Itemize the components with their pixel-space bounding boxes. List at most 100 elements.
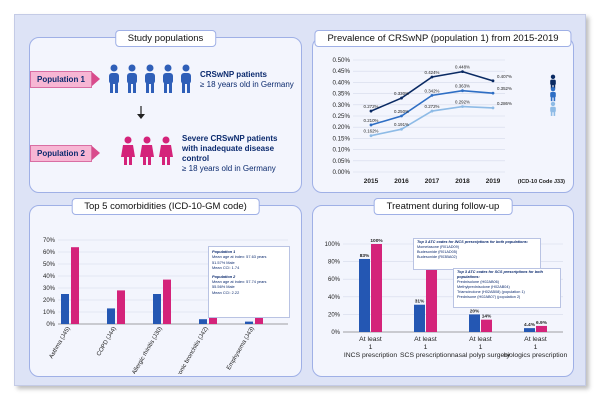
- data-label: 0.250%: [394, 109, 409, 114]
- person-icon: [550, 101, 556, 107]
- y-tick-label: 0%: [46, 322, 55, 328]
- bar: [71, 247, 79, 324]
- person-icon: [550, 91, 556, 98]
- person-icon: [550, 86, 556, 92]
- data-point: [491, 106, 495, 110]
- legend-population-1-title: Population 1: [212, 249, 236, 254]
- population-2-line-3: ≥ 18 years old in Germany: [182, 164, 276, 173]
- scs-atc-item: Prednisolone (H02AB06): [457, 280, 500, 284]
- infographic-sheet: Study populations Population 1 CRSwNP pa…: [14, 14, 586, 386]
- bar: [469, 314, 480, 332]
- y-tick-label: 100%: [325, 242, 341, 248]
- data-label: 31%: [415, 299, 425, 305]
- data-label: 0.272%: [364, 104, 379, 109]
- data-point: [400, 127, 403, 131]
- person-icon: [550, 74, 556, 80]
- comorbidities-legend-box: Population 1 Mean age at index: 57.63 ye…: [208, 246, 290, 318]
- legend-pop1-line: Mean CCI: 1.74: [212, 265, 240, 271]
- y-tick-label: 0.20%: [332, 124, 350, 131]
- population-1-label: Population 1: [30, 71, 92, 88]
- data-label: 0.272%: [425, 104, 440, 109]
- population-1-line-2: ≥ 18 years old in Germany: [200, 80, 294, 89]
- x-tick-label: INCS prescription: [344, 352, 397, 359]
- y-tick-label: 20%: [43, 298, 56, 304]
- x-tick-label: 1: [369, 344, 373, 351]
- data-point: [430, 75, 434, 79]
- population-2-label: Population 2: [30, 145, 92, 162]
- x-tick-label: At least: [414, 336, 437, 343]
- y-tick-label: 20%: [328, 312, 341, 318]
- bar: [245, 321, 253, 324]
- data-label: 0.407%: [497, 74, 512, 79]
- bar: [371, 244, 382, 332]
- data-point: [491, 79, 495, 83]
- person-icon: [550, 111, 553, 116]
- x-tick-label: Emphysema (J43): [226, 326, 256, 371]
- x-tick-label: 2016: [394, 178, 409, 185]
- x-tick-label: At least: [524, 336, 547, 343]
- legend-population-2-title: Population 2: [212, 273, 236, 279]
- legend-pop2-line: Mean age at index: 57.74 years: [212, 279, 267, 285]
- bar: [255, 313, 263, 324]
- person-icon: [553, 84, 556, 89]
- data-label: 0.210%: [364, 118, 379, 123]
- bar: [163, 279, 171, 324]
- y-tick-label: 0.45%: [332, 68, 350, 75]
- population-2-line-2: with inadequate disease control: [182, 144, 275, 163]
- incs-atc-box: Top 3 ATC codes for INCS prescriptions f…: [413, 238, 541, 270]
- legend-pop1-line: 51.57% Male: [212, 259, 235, 265]
- y-tick-label: 40%: [328, 295, 341, 301]
- x-tick-label: At least: [469, 336, 492, 343]
- population-2-arrow-icon: [92, 146, 100, 160]
- person-icon: [550, 106, 556, 113]
- y-tick-label: 80%: [328, 260, 341, 266]
- population-2-line-1: Severe CRSwNP patients: [182, 134, 278, 143]
- y-tick-label: 60%: [328, 277, 341, 283]
- study-populations-panel: Study populations Population 1 CRSwNP pa…: [29, 30, 302, 193]
- prevalence-title: Prevalence of CRSwNP (population 1) from…: [314, 30, 572, 47]
- person-icon: [553, 97, 556, 102]
- person-icon: [550, 84, 553, 89]
- y-tick-label: 0.10%: [332, 147, 350, 154]
- comorbidities-panel: Top 5 comorbidities (ICD-10-GM code) 0% 1…: [29, 198, 302, 377]
- data-label: 0.162%: [364, 129, 379, 134]
- incs-atc-item: Mometasone (R01AD09): [417, 245, 459, 249]
- data-point: [461, 70, 464, 74]
- x-tick-label: Chronic bronchitis (J42): [173, 326, 210, 374]
- x-tick-label: 1: [479, 344, 483, 351]
- x-tick-label: Allergic rhinitis (J30): [132, 326, 164, 374]
- y-tick-label: 50%: [43, 262, 56, 268]
- y-tick-label: 60%: [43, 250, 56, 256]
- data-label: 0.448%: [455, 65, 470, 70]
- x-tick-label: SCS prescription: [400, 352, 451, 359]
- data-label: 0.286%: [497, 101, 512, 106]
- data-point: [430, 109, 434, 113]
- data-label: 20%: [470, 308, 480, 314]
- data-point: [430, 93, 434, 97]
- y-tick-label: 0.35%: [332, 91, 350, 98]
- bar: [426, 267, 437, 332]
- bar: [199, 319, 207, 324]
- data-label: 0.352%: [497, 86, 512, 91]
- y-tick-label: 10%: [43, 310, 56, 316]
- person-icon: [550, 79, 556, 86]
- data-point: [369, 134, 373, 138]
- y-tick-label: 30%: [43, 286, 56, 292]
- population-1-people-icon: [109, 64, 191, 93]
- legend-pop1-line: Mean age at index: 57.63 years: [212, 254, 267, 260]
- bar: [359, 258, 370, 332]
- data-label: 6.9%: [536, 320, 548, 326]
- y-tick-label: 0%: [331, 330, 340, 336]
- bar: [117, 290, 125, 324]
- scs-atc-item: Methylprednisolone (H02AB04): [457, 285, 510, 289]
- data-point: [491, 91, 495, 95]
- bar: [107, 308, 115, 324]
- y-tick-label: 0.30%: [332, 102, 350, 109]
- population-2-description: Severe CRSwNP patients with inadequate d…: [182, 134, 301, 174]
- data-point: [461, 105, 464, 108]
- scs-atc-item: Prednisone (H02AB07) (population 2): [457, 295, 521, 299]
- data-label: 14%: [482, 314, 492, 320]
- data-label: 0.363%: [455, 84, 470, 89]
- y-tick-label: 0.50%: [332, 57, 350, 64]
